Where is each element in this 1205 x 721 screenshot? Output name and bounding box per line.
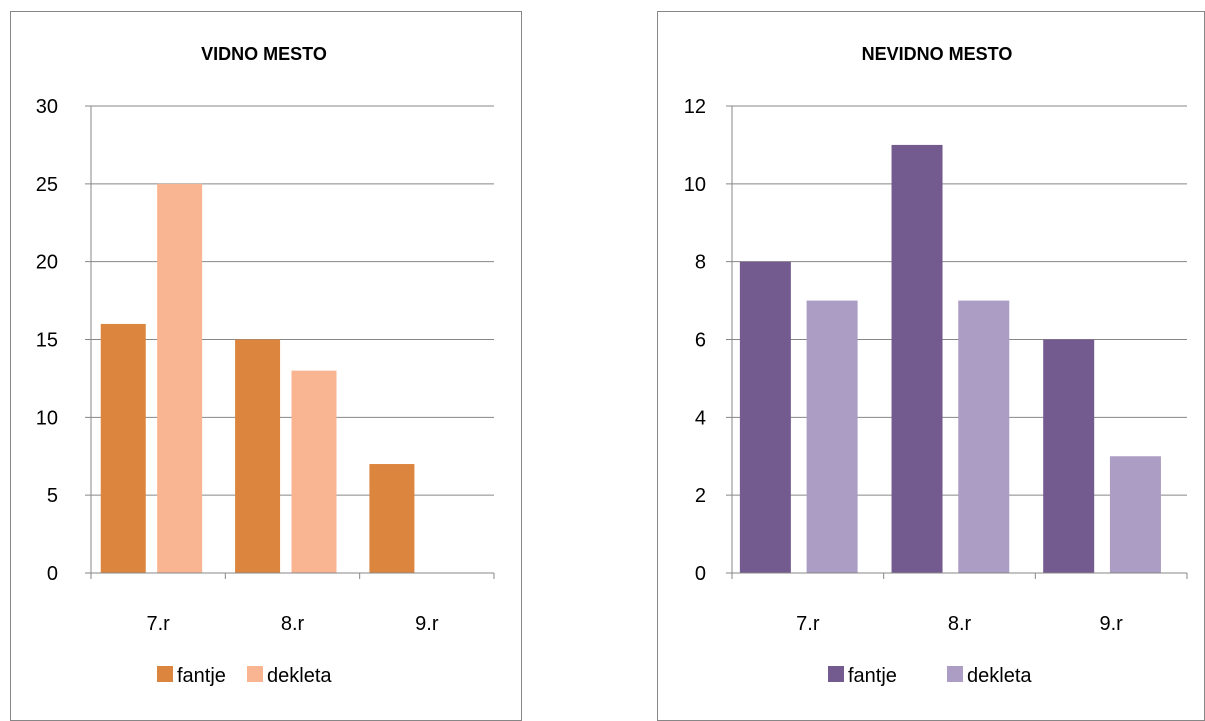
bar-dekleta-7.r [157, 183, 203, 574]
bar-dekleta-7.r [806, 300, 858, 573]
bar-fantje-9.r [369, 464, 415, 573]
x-tick-label: 7.r [796, 613, 820, 635]
legend: fantje dekleta [157, 665, 332, 687]
bar-dekleta-8.r [291, 370, 337, 573]
y-tick-label: 25 [36, 174, 58, 196]
x-tick-label: 7.r [146, 613, 170, 635]
legend-label-dekleta: dekleta [967, 665, 1032, 687]
chart-title: NEVIDNO MESTO [862, 44, 1013, 64]
legend-label-fantje: fantje [848, 665, 897, 687]
y-tick-label: 4 [695, 407, 706, 429]
bar-fantje-9.r [1043, 339, 1095, 573]
axes: 0 2 4 6 8 10 12 7.r 8.r 9.r [684, 96, 1188, 635]
legend-swatch-dekleta [247, 666, 263, 682]
y-tick-label: 10 [36, 407, 58, 429]
y-tick-label: 6 [695, 330, 706, 352]
bar-dekleta-8.r [958, 300, 1010, 573]
y-tick-label: 10 [684, 174, 706, 196]
y-tick-label: 15 [36, 330, 58, 352]
x-tick-label: 9.r [1099, 613, 1123, 635]
legend: fantje dekleta [828, 665, 1032, 687]
legend-swatch-fantje [157, 666, 173, 682]
y-tick-label: 0 [47, 563, 58, 585]
chart-vidno-mesto: VIDNO MESTO 0 5 10 15 20 25 30 7.r 8.r 9.r fantje… [10, 11, 522, 721]
bars [100, 183, 415, 574]
legend-label-dekleta: dekleta [267, 665, 332, 687]
chart-nevidno-mesto-svg: NEVIDNO MESTO 0 2 4 6 8 10 12 7.r 8.r 9.r fantje … [684, 44, 1188, 687]
x-tick-label: 9.r [415, 613, 439, 635]
gridlines [85, 105, 494, 574]
chart-title: VIDNO MESTO [201, 44, 327, 64]
x-tick-label: 8.r [281, 613, 305, 635]
y-tick-label: 20 [36, 252, 58, 274]
y-tick-label: 2 [695, 485, 706, 507]
y-tick-label: 12 [684, 96, 706, 118]
x-tick-label: 8.r [948, 613, 972, 635]
legend-label-fantje: fantje [177, 665, 226, 687]
legend-swatch-fantje [828, 666, 844, 682]
axes: 0 5 10 15 20 25 30 7.r 8.r 9.r [36, 96, 495, 635]
bar-fantje-7.r [100, 323, 146, 573]
bars [739, 144, 1161, 573]
legend-swatch-dekleta [947, 666, 963, 682]
y-tick-label: 8 [695, 252, 706, 274]
y-tick-label: 5 [47, 485, 58, 507]
y-tick-label: 0 [695, 563, 706, 585]
bar-dekleta-9.r [1109, 456, 1161, 573]
bar-fantje-8.r [235, 339, 281, 573]
y-tick-label: 30 [36, 96, 58, 118]
chart-nevidno-mesto: NEVIDNO MESTO 0 2 4 6 8 10 12 7.r 8.r 9.r fantje … [657, 11, 1205, 721]
bar-fantje-8.r [891, 144, 943, 573]
bar-fantje-7.r [739, 261, 791, 573]
chart-vidno-mesto-svg: VIDNO MESTO 0 5 10 15 20 25 30 7.r 8.r 9.r fantje… [36, 44, 495, 687]
